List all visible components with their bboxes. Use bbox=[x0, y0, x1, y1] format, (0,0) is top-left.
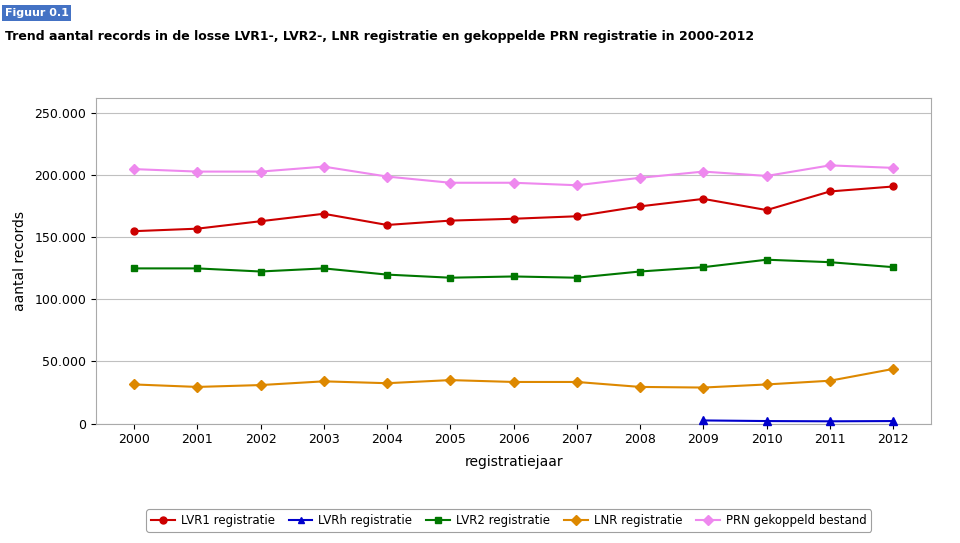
Legend: LVR1 registratie, LVRh registratie, LVR2 registratie, LNR registratie, PRN gekop: LVR1 registratie, LVRh registratie, LVR2… bbox=[146, 509, 872, 532]
Text: Trend aantal records in de losse LVR1-, LVR2-, LNR registratie en gekoppelde PRN: Trend aantal records in de losse LVR1-, … bbox=[5, 30, 754, 43]
Y-axis label: aantal records: aantal records bbox=[13, 211, 28, 311]
Text: Figuur 0.1: Figuur 0.1 bbox=[5, 8, 69, 18]
X-axis label: registratiejaar: registratiejaar bbox=[465, 454, 563, 469]
